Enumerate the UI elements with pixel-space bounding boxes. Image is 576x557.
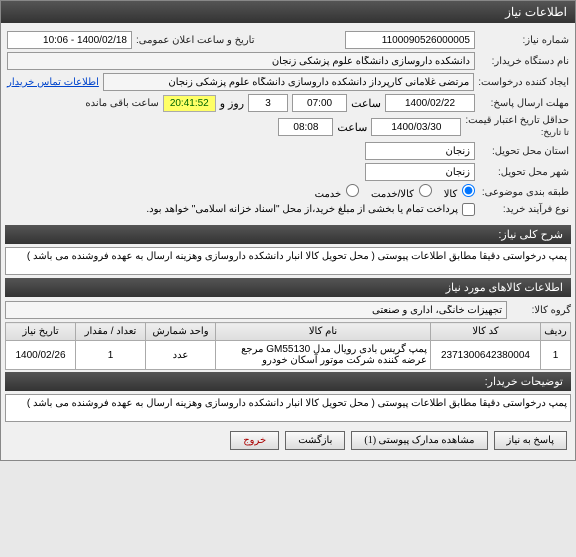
th-unit: واحد شمارش (146, 323, 216, 341)
row-price-valid: حداقل تاریخ اعتبار قیمت: تا تاریخ: ساعت (7, 115, 569, 139)
process-check-label: پرداخت تمام یا بخشی از مبلغ خرید،از محل … (146, 204, 458, 215)
attachments-button[interactable]: مشاهده مدارک پیوستی (1) (351, 431, 487, 450)
group-label: گروه کالا: (511, 305, 571, 316)
buyer-org-input[interactable] (7, 52, 475, 70)
row-province: استان محل تحویل: (7, 142, 569, 160)
buyer-org-label: نام دستگاه خریدار: (479, 56, 569, 67)
cell-date: 1400/02/26 (6, 341, 76, 370)
reply-deadline-label: مهلت ارسال پاسخ: (479, 98, 569, 109)
th-name: نام کالا (216, 323, 431, 341)
cell-qty: 1 (76, 341, 146, 370)
th-qty: تعداد / مقدار (76, 323, 146, 341)
row-need-number: شماره نیاز: تاریخ و ساعت اعلان عمومی: (7, 31, 569, 49)
table-header-row: ردیف کد کالا نام کالا واحد شمارش تعداد /… (6, 323, 571, 341)
radio-goods[interactable]: کالا (444, 184, 475, 200)
table-row[interactable]: 1 2371300642380004 پمپ گریس بادی رویال م… (6, 341, 571, 370)
time-label-2: ساعت (337, 121, 367, 134)
th-date: تاریخ نیاز (6, 323, 76, 341)
form-area: شماره نیاز: تاریخ و ساعت اعلان عمومی: نا… (5, 27, 571, 223)
need-number-input[interactable] (345, 31, 475, 49)
creator-label: ایجاد کننده درخواست: (478, 77, 569, 88)
process-checkbox[interactable] (462, 203, 475, 216)
button-row: پاسخ به نیاز مشاهده مدارک پیوستی (1) باز… (5, 425, 571, 456)
public-time-input[interactable] (7, 31, 132, 49)
radio-service[interactable]: خدمت (315, 184, 359, 200)
city-input[interactable] (365, 163, 475, 181)
row-creator: ایجاد کننده درخواست: اطلاعات تماس خریدار (7, 73, 569, 91)
row-budget: طبقه بندی موضوعی: کالا کالا/خدمت خدمت (7, 184, 569, 200)
general-desc-box: پمپ درخواستی دقیقا مطابق اطلاعات پیوستی … (5, 247, 571, 275)
cell-unit: عدد (146, 341, 216, 370)
public-time-label: تاریخ و ساعت اعلان عمومی: (136, 35, 255, 46)
row-process: نوع فرآیند خرید: پرداخت تمام یا بخشی از … (7, 203, 569, 216)
cell-name: پمپ گریس بادی رویال مدل GM55130 مرجع عرض… (216, 341, 431, 370)
buyer-notes-box: پمپ درخواستی دقیقا مطابق اطلاعات پیوستی … (5, 394, 571, 422)
row-reply-deadline: مهلت ارسال پاسخ: ساعت روز و 20:41:52 ساع… (7, 94, 569, 112)
province-label: استان محل تحویل: (479, 146, 569, 157)
price-valid-label: حداقل تاریخ اعتبار قیمت: تا تاریخ: (465, 115, 569, 139)
remaining-label: ساعت باقی مانده (85, 98, 158, 109)
countdown: 20:41:52 (163, 95, 216, 112)
row-group: گروه کالا: (5, 301, 571, 319)
process-label: نوع فرآیند خرید: (479, 204, 569, 215)
exit-button[interactable]: خروج (230, 431, 279, 450)
days-label: روز و (220, 97, 244, 110)
price-time-input[interactable] (278, 118, 333, 136)
budget-radio-group: کالا کالا/خدمت خدمت (315, 184, 475, 200)
window-title: اطلاعات نیاز (1, 1, 575, 23)
th-row: ردیف (541, 323, 571, 341)
province-input[interactable] (365, 142, 475, 160)
price-date-input[interactable] (371, 118, 461, 136)
section-general-desc: شرح کلی نیاز: (5, 225, 571, 244)
time-label-1: ساعت (351, 97, 381, 110)
radio-goods-service[interactable]: کالا/خدمت (371, 184, 432, 200)
reply-button[interactable]: پاسخ به نیاز (494, 431, 568, 450)
reply-date-input[interactable] (385, 94, 475, 112)
city-label: شهر محل تحویل: (479, 167, 569, 178)
th-code: کد کالا (431, 323, 541, 341)
cell-code: 2371300642380004 (431, 341, 541, 370)
reply-time-input[interactable] (292, 94, 347, 112)
group-input[interactable] (5, 301, 507, 319)
content-area: شماره نیاز: تاریخ و ساعت اعلان عمومی: نا… (1, 23, 575, 460)
goods-table: ردیف کد کالا نام کالا واحد شمارش تعداد /… (5, 322, 571, 370)
days-input[interactable] (248, 94, 288, 112)
row-city: شهر محل تحویل: (7, 163, 569, 181)
cell-idx: 1 (541, 341, 571, 370)
budget-label: طبقه بندی موضوعی: (479, 187, 569, 198)
window: اطلاعات نیاز شماره نیاز: تاریخ و ساعت اع… (0, 0, 576, 461)
creator-input[interactable] (103, 73, 474, 91)
contact-link[interactable]: اطلاعات تماس خریدار (7, 77, 99, 88)
need-number-label: شماره نیاز: (479, 35, 569, 46)
back-button[interactable]: بازگشت (285, 431, 345, 450)
section-goods-info: اطلاعات کالاهای مورد نیاز (5, 278, 571, 297)
section-buyer-notes: توضیحات خریدار: (5, 372, 571, 391)
row-buyer-org: نام دستگاه خریدار: (7, 52, 569, 70)
